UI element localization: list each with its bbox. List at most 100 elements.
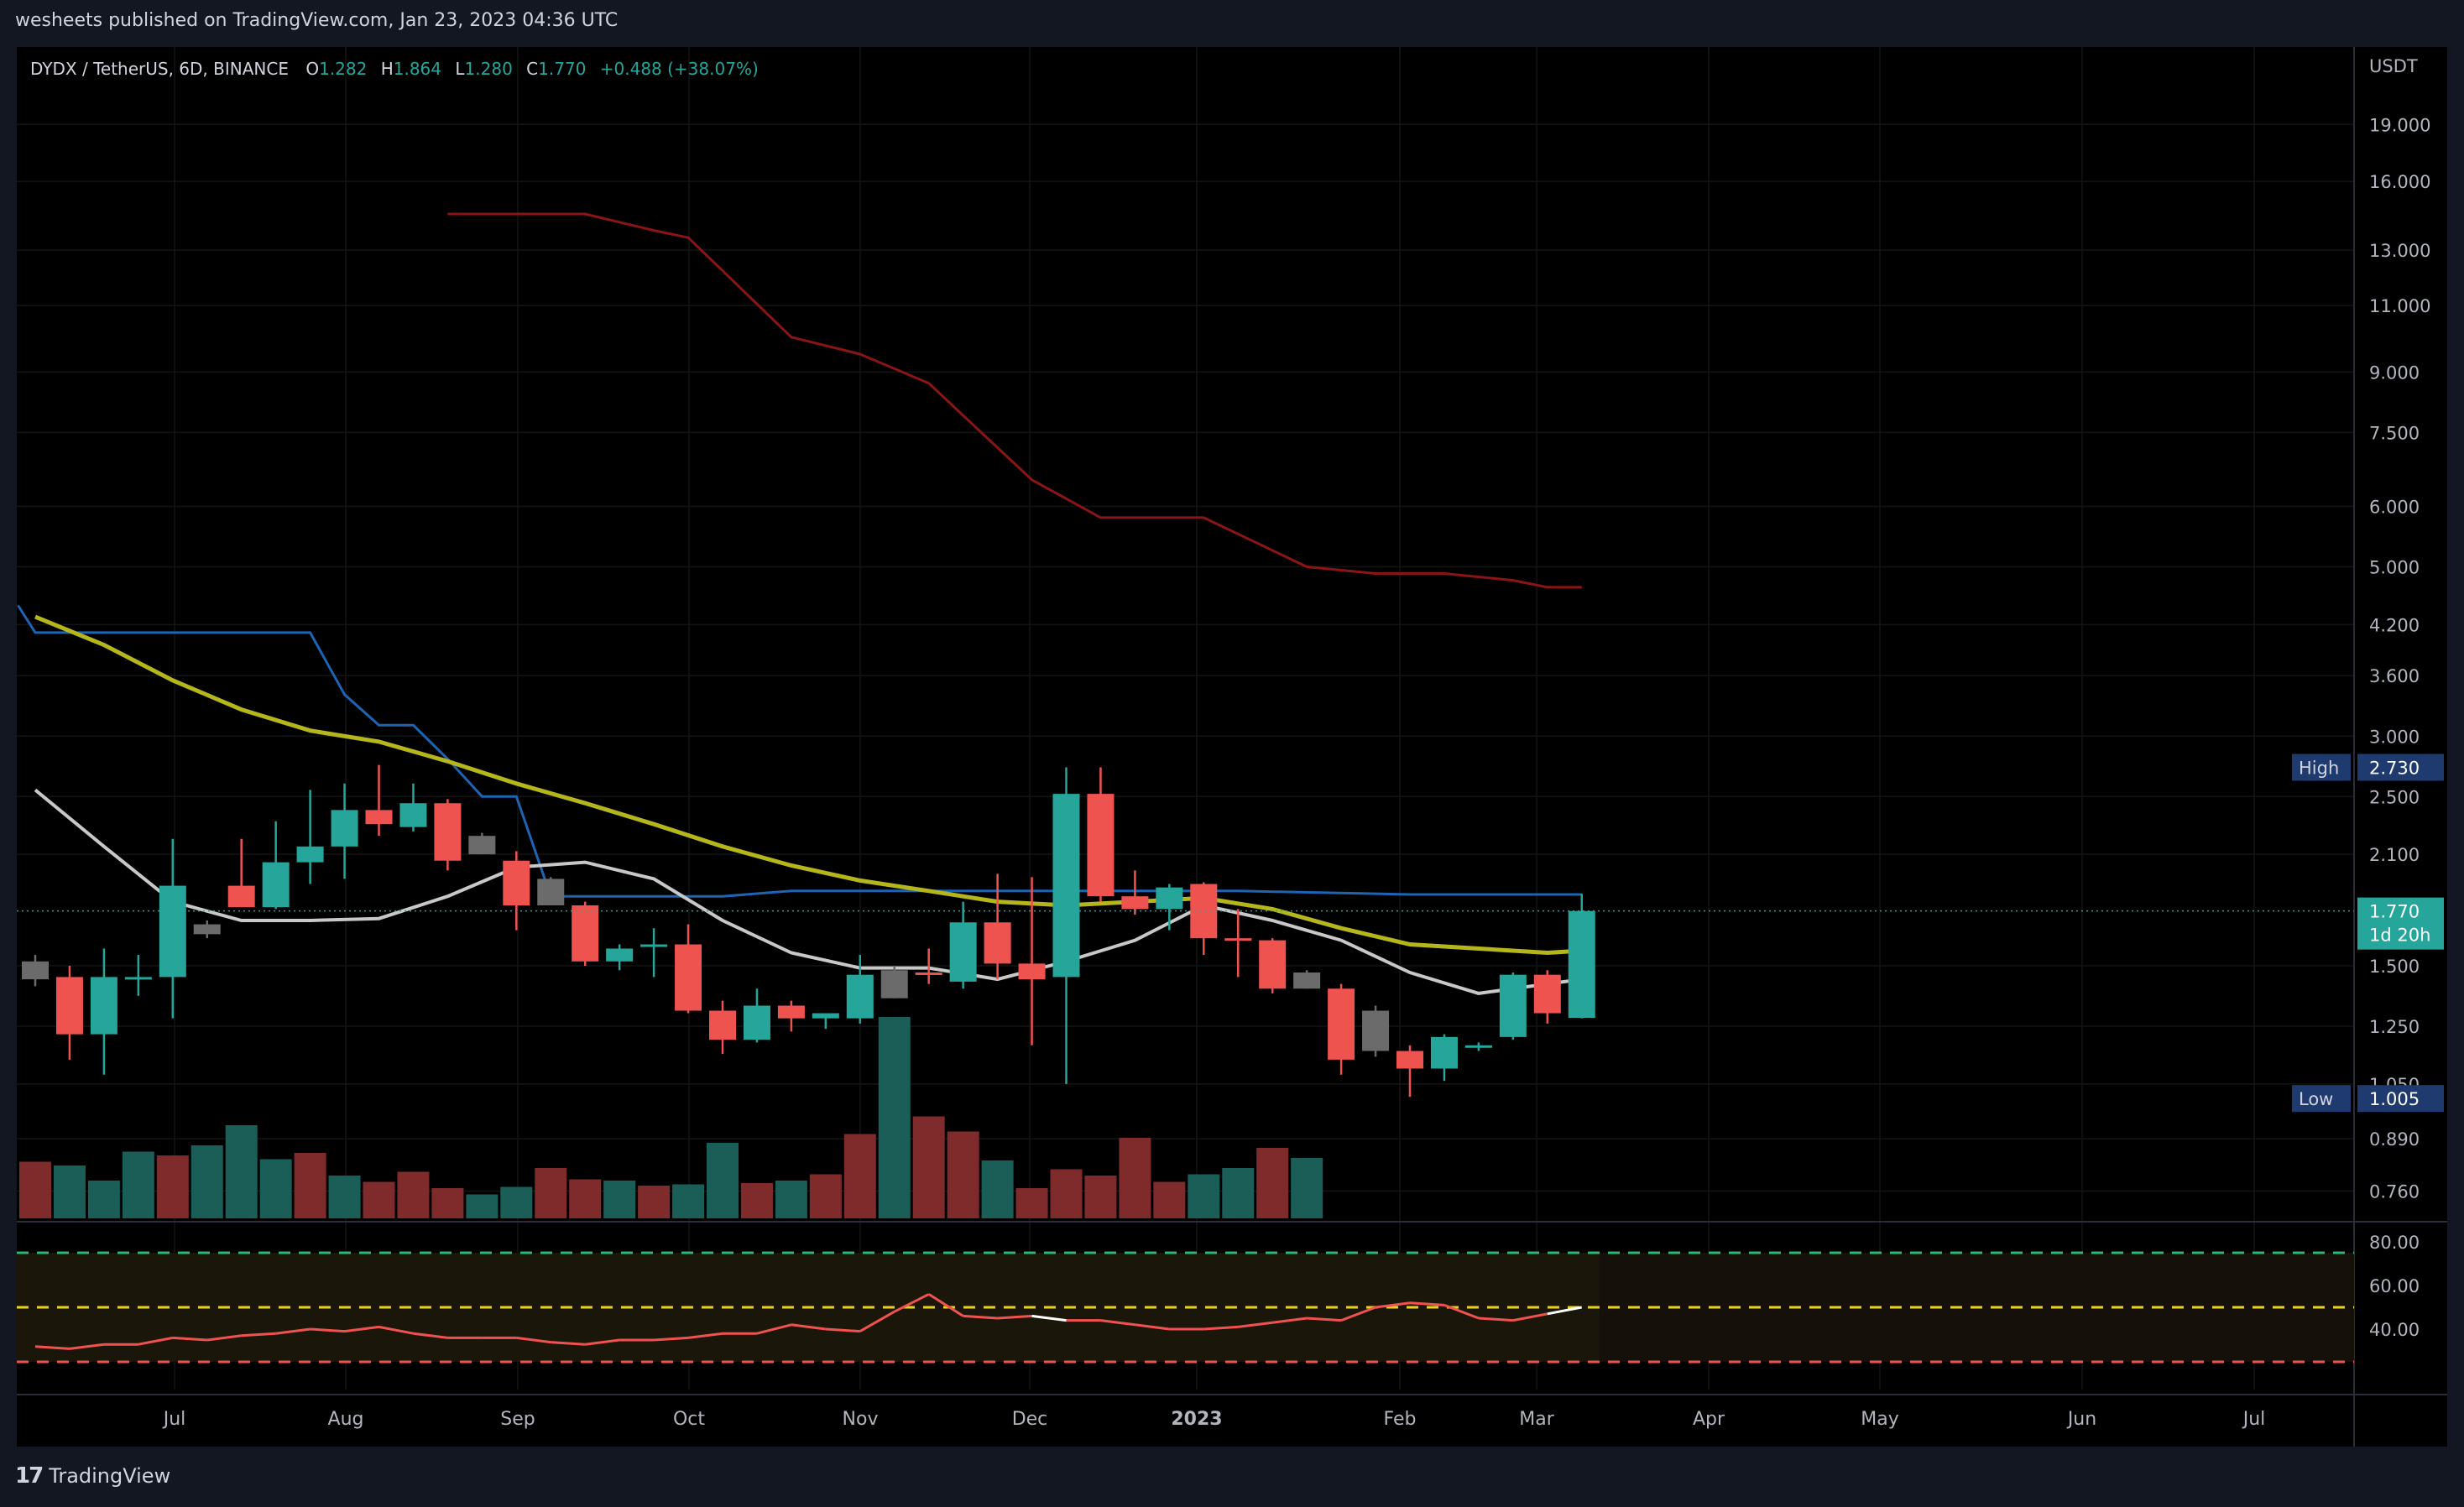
volume-bar	[363, 1181, 395, 1218]
rsi-line-segment	[859, 1310, 895, 1332]
rsi-line-segment	[997, 1314, 1032, 1320]
candle-body	[709, 1010, 736, 1040]
candle-body	[1087, 794, 1115, 897]
candle-body	[1328, 988, 1355, 1060]
candle-body	[846, 974, 874, 1019]
change-value: +0.488 (+38.07%)	[599, 59, 759, 79]
currency-label: USDT	[2369, 56, 2418, 76]
volume-bar	[912, 1116, 945, 1218]
price-tick-label: 4.200	[2369, 615, 2420, 635]
candle-body	[777, 1005, 805, 1019]
candle-body	[468, 836, 496, 855]
yellow-moving-average	[34, 614, 1582, 956]
volume-bar	[259, 1159, 292, 1218]
time-tick-label: Apr	[1693, 1409, 1725, 1430]
price-tick-label: 9.000	[2369, 362, 2420, 383]
candle-body	[1052, 794, 1080, 978]
price-tick-label: 16.000	[2369, 172, 2430, 192]
white-moving-average	[34, 788, 1583, 995]
rsi-line-segment	[687, 1332, 723, 1339]
rsi-line-segment	[825, 1327, 860, 1333]
price-tick-label: 1.500	[2369, 957, 2420, 977]
rsi-line-segment	[1547, 1306, 1583, 1316]
price-tick-label: 2.100	[2369, 845, 2420, 865]
candle-body	[812, 1013, 839, 1019]
rsi-line-segment	[1238, 1321, 1273, 1328]
close-label: C	[526, 59, 539, 79]
rsi-line-segment	[1478, 1317, 1513, 1322]
price-tick-label: 2.500	[2369, 787, 2420, 807]
volume-bar	[1015, 1188, 1048, 1218]
volume-bar	[397, 1171, 430, 1218]
volume-bar	[1153, 1181, 1186, 1218]
rsi-tick-label: 40.00	[2369, 1320, 2420, 1340]
high-value-bg	[2357, 754, 2444, 781]
low-tag-label: Low	[2299, 1089, 2333, 1109]
symbol-info[interactable]: DYDX / TetherUS, 6D, BINANCE	[30, 59, 289, 79]
candle-body	[1018, 963, 1046, 980]
volume-bar	[53, 1165, 86, 1218]
rsi-line-segment	[551, 1341, 586, 1346]
rsi-line-segment	[206, 1334, 242, 1342]
volume-bar	[1222, 1168, 1255, 1218]
volume-bar	[638, 1186, 671, 1218]
footer-brand: 17 TradingView	[15, 1463, 170, 1489]
candle-body	[640, 944, 668, 947]
candle-body	[1464, 1045, 1492, 1048]
candle-body	[915, 972, 942, 975]
volume-bar	[603, 1181, 636, 1218]
last-price-label: 1.770	[2369, 902, 2420, 922]
high-value-label: 2.730	[2369, 758, 2420, 778]
rsi-line-segment	[654, 1336, 689, 1342]
time-tick-label: Sep	[500, 1409, 535, 1430]
low-value-bg	[2357, 1085, 2444, 1113]
price-tick-label: 19.000	[2369, 115, 2430, 135]
price-tick-label: 1.250	[2369, 1017, 2420, 1037]
rsi-line-segment	[69, 1343, 105, 1350]
volume-bar	[500, 1186, 533, 1218]
price-chart[interactable]: 19.000 16.000 13.000 11.000 9.000 7.500 6.000 5…	[17, 47, 2447, 1447]
low-tag-bg	[2292, 1085, 2351, 1113]
candle-body	[1224, 938, 1252, 941]
tradingview-logo-icon[interactable]: 17	[15, 1463, 44, 1489]
time-tick-label: Jun	[2066, 1409, 2096, 1430]
rsi-line-segment	[1203, 1325, 1239, 1331]
rsi-line-segment	[516, 1336, 551, 1344]
volume-bar	[843, 1134, 876, 1218]
candle-body	[880, 970, 908, 999]
rsi-line-segment	[1307, 1317, 1342, 1322]
open-value: 1.282	[319, 59, 368, 79]
high-label: H	[380, 59, 394, 79]
candle-body	[1533, 974, 1561, 1014]
brand-name[interactable]: TradingView	[49, 1464, 171, 1488]
volume-bar	[466, 1194, 499, 1218]
rsi-line-segment	[894, 1293, 930, 1313]
volume-bar	[225, 1125, 258, 1218]
volume-bar	[328, 1176, 361, 1218]
blue-line	[17, 604, 1582, 898]
rsi-line-segment	[241, 1332, 276, 1338]
rsi-line-segment	[927, 1293, 964, 1317]
candle-body	[537, 879, 565, 905]
low-value-label: 1.005	[2369, 1089, 2420, 1109]
volume-bar	[569, 1179, 602, 1218]
volume-bar	[1291, 1158, 1323, 1218]
time-tick-label: Nov	[843, 1409, 879, 1430]
rsi-line-segment	[1375, 1301, 1411, 1309]
price-tick-label: 0.890	[2369, 1129, 2420, 1150]
volume-bar	[1119, 1138, 1151, 1218]
close-value: 1.770	[538, 59, 587, 79]
rsi-line-segment	[963, 1314, 998, 1320]
candle-body	[1293, 972, 1321, 989]
low-value: 1.280	[464, 59, 513, 79]
volume-bar	[87, 1181, 120, 1218]
open-label: O	[305, 59, 320, 79]
rsi-line-segment	[413, 1332, 448, 1339]
volume-bar	[535, 1168, 567, 1218]
volume-bar	[156, 1155, 189, 1218]
price-tick-label: 3.600	[2369, 666, 2420, 686]
candle-body	[227, 885, 255, 908]
candle-body	[606, 948, 634, 962]
chart-area[interactable]: 19.000 16.000 13.000 11.000 9.000 7.500 6.000 5…	[17, 47, 2447, 1447]
rsi-line-segment	[34, 1345, 70, 1350]
